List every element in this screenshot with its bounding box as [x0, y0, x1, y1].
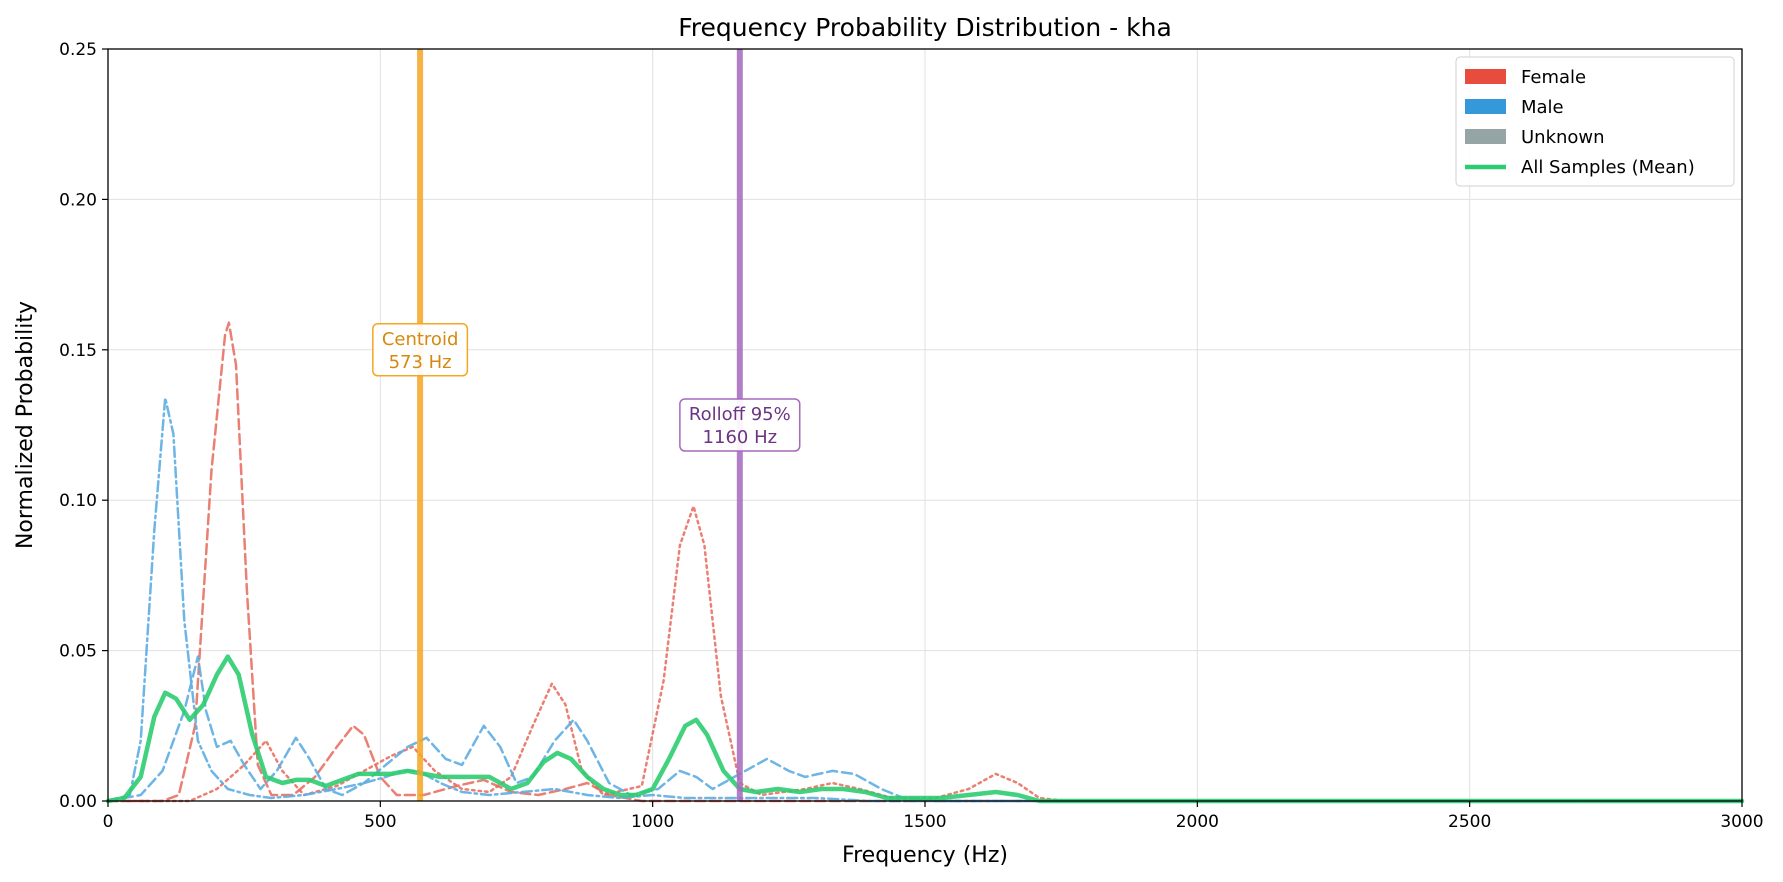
y-tick-label: 0.15	[59, 341, 97, 361]
rolloff-label: Rolloff 95%	[689, 404, 791, 425]
legend-swatch-unknown	[1465, 129, 1506, 144]
legend-swatch-female	[1465, 69, 1506, 84]
legend-label-male: Male	[1521, 97, 1564, 118]
centroid-label: Centroid	[382, 329, 459, 350]
x-axis-title: Frequency (Hz)	[842, 843, 1008, 868]
y-tick-label: 0.20	[59, 190, 97, 210]
legend-box	[1455, 56, 1735, 187]
centroid-label-box	[372, 323, 469, 377]
ticks-layer: 0 500 1000 1500 2000 2500 3000 0.00 0.05 0.10 0.15…	[59, 40, 1763, 832]
series-line-male-3	[106, 655, 1744, 803]
x-tick-label: 3000	[1720, 812, 1763, 832]
legend-swatch-male	[1465, 99, 1506, 114]
y-tick-label: 0.10	[59, 491, 97, 511]
series-layer	[105, 321, 1745, 804]
y-tick-label: 0.25	[59, 40, 97, 60]
y-tick-label: 0.00	[59, 792, 97, 812]
rolloff-value: 1160 Hz	[703, 427, 778, 448]
rolloff-label-box	[679, 398, 801, 452]
x-tick-label: 500	[364, 812, 396, 832]
rolloff-annotation: Rolloff 95%1160 Hz	[679, 398, 801, 452]
y-tick-label: 0.05	[59, 642, 97, 662]
x-tick-label: 1000	[631, 812, 674, 832]
x-tick-label: 2500	[1448, 812, 1491, 832]
y-axis-title: Normalized Probability	[13, 301, 38, 549]
x-tick-label: 0	[103, 812, 114, 832]
series-line-all-samples-mean-4	[105, 654, 1745, 804]
centroid-value: 573 Hz	[389, 352, 452, 373]
x-tick-label: 1500	[903, 812, 946, 832]
x-tick-label: 2000	[1176, 812, 1219, 832]
chart-title: Frequency Probability Distribution - kha	[678, 13, 1172, 42]
legend: Female Male Unknown All Samples (Mean)	[1455, 56, 1735, 187]
legend-label-female: Female	[1521, 67, 1586, 88]
legend-label-all-samples-mean: All Samples (Mean)	[1521, 157, 1695, 178]
legend-label-unknown: Unknown	[1521, 127, 1605, 148]
series-line-female-0	[106, 321, 1744, 803]
